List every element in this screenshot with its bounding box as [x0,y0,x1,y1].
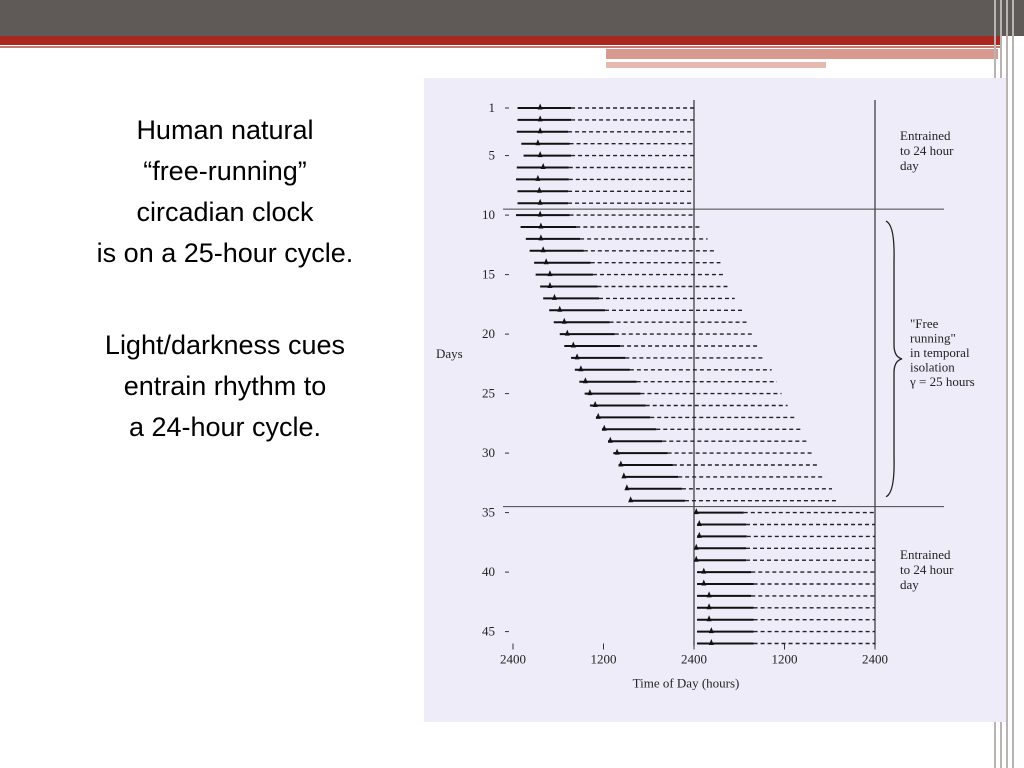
x-tick-label: 1200 [591,652,617,667]
y-axis-label: Days [436,346,463,361]
temperature-minimum-marker [536,186,542,193]
accent-stripe [0,36,1000,45]
y-tick-label: 30 [482,445,495,460]
annotation-free-running: γ = 25 hours [909,374,975,389]
x-axis-label: Time of Day (hours) [633,676,740,691]
y-tick-label: 1 [489,100,496,115]
y-tick-label: 20 [482,326,495,341]
temperature-minimum-marker [561,317,567,324]
temperature-minimum-marker [708,639,714,645]
annotation-free-running: in temporal [910,345,970,360]
temperature-minimum-marker [535,139,541,146]
x-tick-label: 2400 [862,652,888,667]
title-bar [0,0,1024,36]
annotation-free-running: isolation [910,360,955,375]
y-tick-label: 35 [482,505,495,520]
annotation-entrained-bottom: day [900,577,919,592]
annotation-entrained-bottom: to 24 hour [900,562,954,577]
accent-strip-lower [606,62,826,68]
temperature-minimum-marker [574,353,580,360]
temperature-minimum-marker [535,174,541,181]
temperature-minimum-marker [693,543,699,550]
paragraph-2-line: Light/darkness cues [104,330,346,360]
y-tick-label: 15 [482,267,495,282]
temperature-minimum-marker [621,472,627,479]
temperature-minimum-marker [693,555,699,562]
temperature-minimum-marker [543,258,549,265]
temperature-minimum-marker [537,127,543,134]
temperature-minimum-marker [618,460,624,467]
temperature-minimum-marker [537,115,543,122]
temperature-minimum-marker [537,210,543,217]
temperature-minimum-marker [537,198,543,205]
paragraph-2-line: a 24-hour cycle. [128,412,322,442]
annotation-free-running: "Free [910,316,939,331]
temperature-minimum-marker [696,520,702,526]
annotation-entrained-bottom: Entrained [900,547,951,562]
paragraph-1-line: circadian clock [136,197,314,227]
temperature-minimum-marker [706,615,712,622]
x-tick-label: 1200 [772,652,798,667]
annotation-entrained-top: to 24 hour [900,143,954,158]
temperature-minimum-marker [624,484,630,491]
temperature-minimum-marker [582,377,588,384]
temperature-minimum-marker [708,627,714,634]
temperature-minimum-marker [595,412,601,419]
edge-line [1006,0,1008,768]
temperature-minimum-marker [614,448,620,455]
x-tick-label: 2400 [681,652,707,667]
accent-strip-upper [606,49,998,59]
temperature-minimum-marker [592,401,598,407]
temperature-minimum-marker [540,163,546,169]
temperature-minimum-marker [701,567,707,574]
y-tick-label: 25 [482,386,495,401]
temperature-minimum-marker [537,103,543,110]
accent-stripe-thin [0,46,1000,48]
paragraph-1-line: “free-running” [143,156,307,186]
temperature-minimum-marker [570,341,576,348]
temperature-minimum-marker [607,436,613,443]
temperature-minimum-marker [601,424,607,431]
temperature-minimum-marker [706,591,712,598]
annotation-entrained-top: Entrained [900,128,951,143]
paragraph-2-line: entrain rhythm to [123,371,327,401]
temperature-minimum-marker [537,151,543,158]
temperature-minimum-marker [540,246,546,253]
temperature-minimum-marker [587,389,593,396]
paragraph-1: Human natural “free-running” circadian c… [40,110,410,274]
temperature-minimum-marker [578,365,584,372]
paragraph-1-line: is on a 25-hour cycle. [96,238,354,268]
edge-line [1012,0,1014,768]
y-tick-label: 5 [489,148,496,163]
y-tick-label: 40 [482,564,495,579]
temperature-minimum-marker [547,282,553,288]
temperature-minimum-marker [557,305,563,312]
actogram-chart: 2400 1200 2400 1200 2400 Time of Day (hours) 1… [436,100,975,691]
free-running-brace [885,220,903,498]
temperature-minimum-marker [706,603,712,610]
paragraph-2: Light/darkness cues entrain rhythm to a … [40,325,410,448]
temperature-minimum-marker [547,270,553,277]
x-tick-label: 2400 [500,652,526,667]
temperature-minimum-marker [551,293,557,300]
temperature-minimum-marker [564,329,570,336]
temperature-minimum-marker [538,234,544,241]
y-tick-label: 10 [482,207,495,222]
temperature-minimum-marker [701,579,707,586]
temperature-minimum-marker [628,496,634,503]
y-tick-label: 45 [482,624,495,639]
chart-panel: 2400 1200 2400 1200 2400 Time of Day (hours) 1… [424,78,1006,722]
annotation-free-running: running" [910,331,956,346]
temperature-minimum-marker [538,222,544,229]
temperature-minimum-marker [693,508,699,515]
temperature-minimum-marker [696,531,702,538]
annotation-entrained-top: day [900,158,919,173]
paragraph-1-line: Human natural [136,115,314,145]
